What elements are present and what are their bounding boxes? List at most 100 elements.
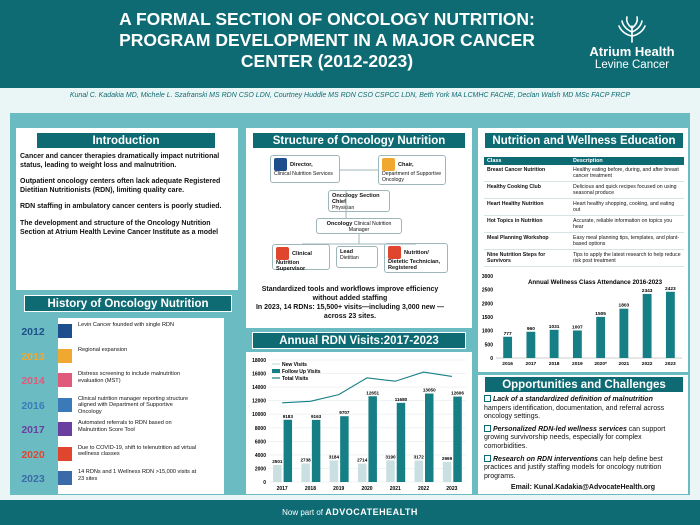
table-header-row: Class Description [484,157,684,165]
org-chair: Chair, Department of Supportive Oncology [378,155,446,185]
timeline-icon [58,422,72,436]
timeline-item: 2014 Distress screening to include malnut… [8,371,208,393]
x-tick-label: 2020* [594,361,607,367]
list-item: Research on RDN interventions can help d… [484,454,663,480]
structure-caption-1: Standardized tools and workflows improve… [261,286,439,302]
logo-name: Atrium Health [589,44,675,59]
opportunities-heading: Opportunities and Challenges [484,376,684,393]
org-lead: Lead Dietitian [336,246,378,268]
y-tick-label: 4000 [255,453,266,459]
timeline-item: 2016 Clinical nutrition manager reporting… [8,396,208,418]
table-row: Heart Healthy Nutrition Heart healthy sho… [484,198,684,216]
timeline-year: 2012 [21,326,45,338]
timeline-icon [58,348,72,363]
x-tick-label: 2020 [361,486,372,492]
x-tick-label: 2017 [526,361,537,367]
bar-follow-up-visits [311,419,321,482]
y-tick-label: 0 [490,356,493,362]
data-label: 1803 [619,303,630,309]
medical-cross-icon [276,247,289,260]
y-tick-label: 10000 [252,412,266,418]
timeline-year: 2016 [21,399,45,412]
data-label: 3184 [329,454,340,459]
bar-new-visits [386,460,395,482]
bar-follow-up-visits [340,416,349,482]
people-icon [484,424,491,432]
x-tick-label: 2019 [333,486,344,492]
bar-new-visits [414,460,424,482]
intro-text: Cancer and cancer therapies dramatically… [20,153,230,245]
timeline-text: Clinical nutrition manager reporting str… [78,395,189,415]
table-cell-class: Heart Healthy Nutrition [484,198,570,216]
person-icon [388,246,401,259]
bar-follow-up-visits [425,393,434,482]
y-tick-label: 500 [485,342,494,348]
bar-new-visits [329,460,339,482]
table-cell-description: Tips to apply the latest research to hel… [570,249,684,267]
table-row: Meal Planning Workshop Easy meal planning… [484,232,684,250]
bar [572,330,582,358]
intro-panel [16,128,238,290]
timeline-text: Levin Cancer founded with single RDN [78,322,175,328]
x-tick-label: 2022 [642,361,653,367]
poster-footer: Now part of ADVOCATEHEALTH [0,500,700,525]
bar [596,316,606,358]
footer-brand: ADVOCATEHEALTH [325,507,418,517]
timeline-icon [58,471,72,485]
intro-paragraph: RDN staffing in ambulatory cancer center… [20,203,222,211]
data-label: 12606 [451,391,464,396]
y-tick-label: 12000 [252,399,266,405]
author-list: Kunal C. Kadakia MD, Michele L. Szafrans… [69,92,631,99]
bar-new-visits [301,463,310,482]
x-tick-label: 2017 [277,486,288,492]
legend-label: Follow Up Visits [282,369,321,375]
logo-subtitle: Levine Cancer [594,59,670,71]
x-tick-label: 2021 [390,486,401,492]
timeline-icon [58,446,72,461]
timeline-year: 2020 [21,448,45,461]
timeline-year: 2013 [21,350,45,363]
timeline-text: Due to COVID-19, shift to telenutrition … [78,444,197,458]
timeline-icon [58,324,72,338]
data-label: 2714 [357,458,368,463]
data-label: 1007 [572,324,583,330]
data-label: 3172 [414,455,425,460]
y-tick-label: 8000 [255,426,266,432]
visits-chart: 0 2000 4000 6000 8000 10000 12000 14000 16000 180… [252,358,466,492]
data-label: 777 [504,331,512,337]
timeline-item: 2023 14 RDNs and 1 Wellness RDN >15,000 v… [8,469,208,491]
data-label: 1031 [549,324,560,330]
contact-email: Email: Kunal.Kadakia@AdvocateHealth.org [510,484,656,492]
wellness-heading: Nutrition and Wellness Education [484,132,684,149]
y-tick-label: 16000 [252,372,266,378]
y-tick-label: 1500 [482,315,493,321]
table-row: Hot Topics in Nutrition Accurate, reliabl… [484,215,684,233]
timeline-item: 2020 Due to COVID-19, shift to telenutrit… [8,445,208,467]
timeline-text: 14 RDNs and 1 Wellness RDN >15,000 visit… [78,469,197,482]
timeline-text: Distress screening to include malnutriti… [78,371,180,384]
bar-follow-up-visits [453,396,462,482]
y-tick-label: 2000 [482,301,493,307]
column-header-class: Class [484,157,570,165]
data-label: 960 [527,326,535,332]
structure-caption-2: In 2023, 14 RDNs: 15,500+ visits—includi… [255,304,445,320]
table-cell-description: Healthy eating before, during, and after… [570,165,684,182]
org-manager: Oncology Clinical Nutrition Manager [316,218,402,234]
bar [549,329,559,358]
y-tick-label: 14000 [252,385,266,391]
visits-heading: Annual RDN Visits:2017-2023 [252,332,466,349]
data-label: 12651 [366,390,379,395]
opportunities-list: Lack of a standardized definition of mal… [484,395,682,493]
opportunities-panel [478,375,688,494]
history-timeline: 2012 Levin Cancer founded with single RDN… [21,318,224,494]
tree-icon [618,16,646,43]
wellness-table: Class Description Breast Cancer Nutritio… [484,157,684,267]
y-tick-label: 0 [263,480,266,486]
x-tick-label: 2016 [502,361,513,367]
table-row: Nine Nutrition Steps for Survivors Tips t… [484,249,684,267]
structure-heading: Structure of Oncology Nutrition [252,132,466,149]
person-icon [274,158,287,171]
org-supervisor: Clinical Nutrition Supervisor [272,244,330,272]
data-label: 1505 [595,311,606,317]
data-label: 2423 [665,286,676,292]
